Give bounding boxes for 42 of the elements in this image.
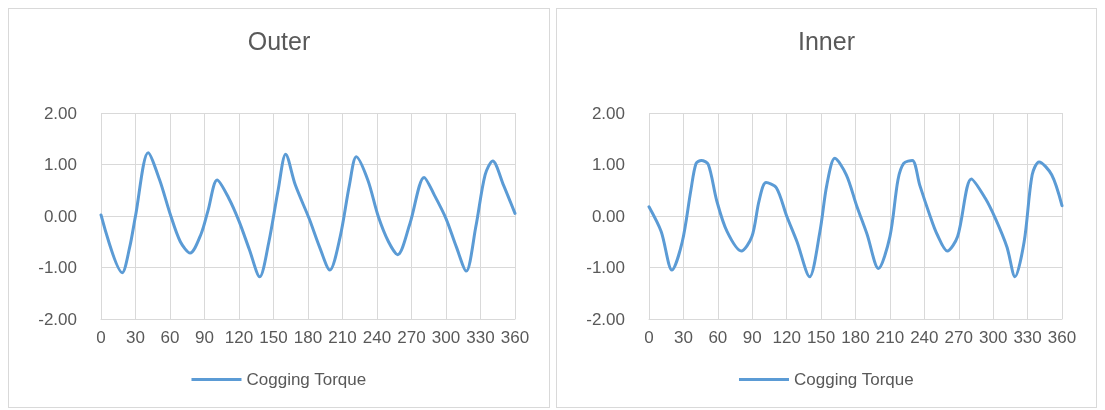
x-tick-label: 240 bbox=[362, 328, 392, 347]
x-tick-label: 0 bbox=[96, 328, 106, 347]
chart-title: Inner bbox=[798, 26, 855, 55]
y-tick-label: 1.00 bbox=[591, 155, 625, 174]
legend-label: Cogging Torque bbox=[246, 370, 367, 389]
x-tick-label: 180 bbox=[841, 328, 870, 347]
y-tick-label: 0.00 bbox=[591, 206, 625, 226]
y-tick-label: -1.00 bbox=[38, 258, 77, 277]
y-tick-label: -1.00 bbox=[586, 258, 625, 277]
x-tick-label: 30 bbox=[126, 328, 145, 347]
y-tick-label: -2.00 bbox=[38, 309, 77, 329]
line-series bbox=[647, 156, 1064, 279]
x-tick-label: 270 bbox=[397, 328, 426, 347]
line-series bbox=[99, 151, 517, 279]
x-tick-label: 210 bbox=[328, 328, 357, 347]
x-tick-label: 150 bbox=[259, 328, 288, 347]
y-tick-label: 2.00 bbox=[43, 103, 77, 123]
y-tick-label: 2.00 bbox=[591, 103, 625, 123]
x-tick-label: 360 bbox=[1047, 328, 1077, 347]
y-tick-label: -2.00 bbox=[586, 309, 625, 329]
x-tick-label: 60 bbox=[160, 328, 180, 347]
x-tick-label: 330 bbox=[1013, 328, 1042, 347]
chart-title: Outer bbox=[247, 26, 311, 55]
x-tick-label: 0 bbox=[644, 328, 654, 347]
x-tick-label: 330 bbox=[466, 328, 495, 347]
x-tick-label: 270 bbox=[944, 328, 973, 347]
x-tick-label: 150 bbox=[806, 328, 836, 347]
x-tick-label: 120 bbox=[224, 328, 254, 347]
y-tick-label: 0.00 bbox=[43, 206, 77, 226]
x-tick-label: 360 bbox=[500, 328, 530, 347]
x-tick-label: 210 bbox=[875, 328, 905, 347]
x-tick-label: 60 bbox=[708, 328, 728, 347]
legend-label: Cogging Torque bbox=[793, 370, 914, 389]
x-tick-label: 120 bbox=[772, 328, 801, 347]
x-tick-label: 300 bbox=[431, 328, 461, 347]
x-tick-label: 240 bbox=[910, 328, 939, 347]
x-tick-label: 30 bbox=[673, 328, 693, 347]
x-tick-label: 180 bbox=[293, 328, 323, 347]
x-tick-label: 300 bbox=[978, 328, 1008, 347]
x-tick-label: 90 bbox=[195, 328, 214, 347]
y-tick-label: 1.00 bbox=[43, 155, 77, 174]
x-tick-label: 90 bbox=[742, 328, 762, 347]
